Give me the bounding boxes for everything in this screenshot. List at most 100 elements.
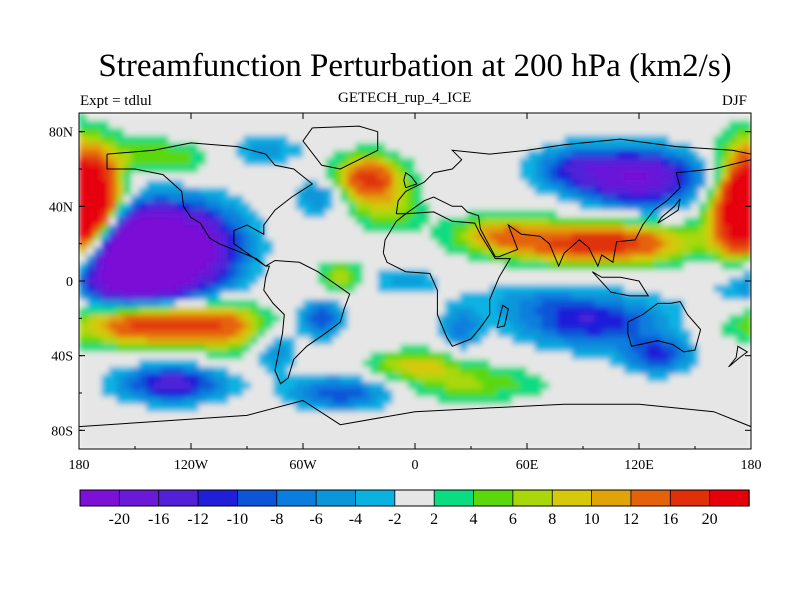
- field-cell: [579, 187, 588, 196]
- field-cell: [243, 187, 252, 196]
- field-cell: [743, 262, 751, 271]
- field-cell: [706, 150, 715, 159]
- field-cell: [385, 404, 394, 413]
- field-cell: [683, 217, 692, 226]
- field-cell: [467, 277, 476, 286]
- field-cell: [198, 239, 207, 248]
- field-cell: [340, 351, 349, 360]
- field-cell: [377, 307, 386, 316]
- field-cell: [549, 389, 558, 398]
- field-cell: [661, 254, 670, 263]
- field-cell: [534, 426, 543, 435]
- field-cell: [541, 292, 550, 301]
- field-cell: [497, 359, 506, 368]
- field-cell: [594, 374, 603, 383]
- field-cell: [519, 262, 528, 271]
- field-cell: [86, 269, 95, 278]
- field-cell: [93, 389, 102, 398]
- field-cell: [743, 180, 751, 189]
- field-cell: [698, 284, 707, 293]
- field-cell: [161, 262, 170, 271]
- field-cell: [579, 322, 588, 331]
- field-cell: [176, 187, 185, 196]
- field-cell: [482, 127, 491, 136]
- field-cell: [407, 374, 416, 383]
- field-cell: [586, 225, 595, 234]
- field-cell: [317, 277, 326, 286]
- field-cell: [541, 441, 550, 449]
- field-cell: [243, 120, 252, 129]
- field-cell: [631, 434, 640, 443]
- field-cell: [310, 292, 319, 301]
- field-cell: [273, 366, 282, 375]
- field-cell: [601, 337, 610, 346]
- field-cell: [519, 381, 528, 390]
- field-cell: [146, 314, 155, 323]
- field-cell: [706, 389, 715, 398]
- field-cell: [191, 389, 200, 398]
- field-cell: [706, 247, 715, 256]
- field-cell: [340, 366, 349, 375]
- field-cell: [153, 411, 162, 420]
- field-cell: [153, 180, 162, 189]
- field-cell: [698, 254, 707, 263]
- field-cell: [497, 426, 506, 435]
- field-cell: [153, 232, 162, 241]
- field-cell: [467, 202, 476, 211]
- field-cell: [668, 150, 677, 159]
- field-cell: [243, 441, 252, 449]
- field-cell: [504, 202, 513, 211]
- field-cell: [422, 284, 431, 293]
- field-cell: [549, 202, 558, 211]
- field-cell: [713, 307, 722, 316]
- field-cell: [86, 195, 95, 204]
- field-cell: [146, 374, 155, 383]
- field-cell: [668, 225, 677, 234]
- field-cell: [93, 195, 102, 204]
- field-cell: [220, 150, 229, 159]
- field-cell: [549, 269, 558, 278]
- field-cell: [317, 292, 326, 301]
- field-cell: [639, 374, 648, 383]
- field-cell: [579, 247, 588, 256]
- field-cell: [265, 135, 274, 144]
- field-cell: [86, 404, 95, 413]
- field-cell: [161, 187, 170, 196]
- field-cell: [564, 195, 573, 204]
- field-cell: [116, 314, 125, 323]
- field-cell: [474, 366, 483, 375]
- field-cell: [721, 389, 730, 398]
- field-cell: [362, 381, 371, 390]
- field-cell: [355, 262, 364, 271]
- field-cell: [459, 277, 468, 286]
- field-cell: [392, 142, 401, 151]
- field-cell: [564, 135, 573, 144]
- field-cell: [556, 232, 565, 241]
- field-cell: [228, 389, 237, 398]
- field-cell: [422, 142, 431, 151]
- field-cell: [609, 396, 618, 405]
- field-cell: [452, 120, 461, 129]
- field-cell: [459, 419, 468, 428]
- field-cell: [728, 366, 737, 375]
- field-cell: [415, 262, 424, 271]
- field-cell: [392, 165, 401, 174]
- field-cell: [721, 217, 730, 226]
- field-cell: [415, 419, 424, 428]
- field-cell: [474, 172, 483, 181]
- field-cell: [661, 202, 670, 211]
- field-cell: [519, 180, 528, 189]
- field-cell: [273, 239, 282, 248]
- field-cell: [385, 113, 394, 122]
- field-cell: [385, 254, 394, 263]
- field-cell: [93, 127, 102, 136]
- field-cell: [340, 239, 349, 248]
- field-cell: [407, 202, 416, 211]
- field-cell: [519, 195, 528, 204]
- field-cell: [407, 307, 416, 316]
- field-cell: [228, 262, 237, 271]
- field-cell: [407, 419, 416, 428]
- field-cell: [153, 172, 162, 181]
- field-cell: [736, 381, 745, 390]
- field-cell: [668, 254, 677, 263]
